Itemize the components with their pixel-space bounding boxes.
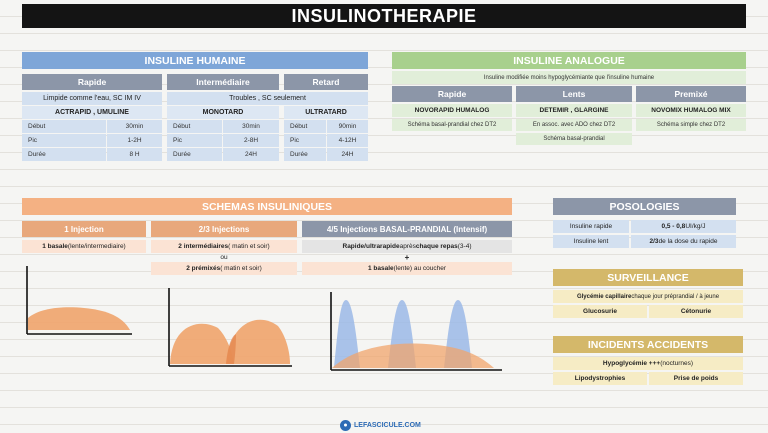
posologie-lent-key: Insuline lent [553, 235, 629, 248]
humaine-retard-pic-key: Pic [284, 134, 326, 147]
schema-2-3-injections-header: 2/3 Injections [151, 221, 297, 237]
schema-3-l1-rest: (3-4) [457, 243, 472, 250]
humaine-retard-names: ULTRATARD [284, 106, 368, 119]
humaine-retard-duree-key: Durée [284, 148, 326, 161]
humaine-inter-pic-key: Pic [167, 134, 222, 147]
humaine-header: INSULINE HUMAINE [22, 52, 368, 69]
schema-3-line1: Rapide/ultrarapide après chaque repas (3… [302, 240, 512, 253]
analogue-premixe-note: Schéma simple chez DT2 [636, 119, 746, 131]
analogue-header: INSULINE ANALOGUE [392, 52, 746, 69]
footer-logo: ● LEFASCICULE.COM [340, 419, 421, 431]
humaine-retard-header: Retard [284, 74, 368, 90]
humaine-retard-debut-key: Début [284, 120, 326, 133]
incidents-header: INCIDENTS ACCIDENTS [553, 336, 743, 353]
schema-3-l2-bold: 1 basale [367, 265, 394, 272]
humaine-rapide-debut-key: Début [22, 120, 106, 133]
schema-2-3-injections-graph [168, 288, 292, 367]
posologie-rapide-key: Insuline rapide [553, 220, 629, 233]
surveillance-cetonurie: Cétonurie [649, 305, 743, 318]
posologie-rapide-rest: UI/kg/J [685, 223, 706, 230]
humaine-rapide-names: ACTRAPID , UMULINE [22, 106, 162, 119]
schema-3-l1-bold: Rapide/ultrarapide [342, 243, 400, 250]
analogue-note: Insuline modifiée moins hypoglycémiante … [392, 71, 746, 84]
incidents-row-1: Hypoglycémie +++ (nocturnes) [553, 357, 743, 370]
surveillance-glycemie: Glycémie capillaire [576, 293, 632, 300]
humaine-rapide-duree-key: Durée [22, 148, 106, 161]
analogue-premixe-names: NOVOMIX HUMALOG MIX [636, 104, 746, 117]
humaine-inter-debut-val: 30min [223, 120, 279, 133]
analogue-lents-note-1: En assoc. avec ADO chez DT2 [516, 119, 632, 131]
morning-curve [170, 323, 234, 364]
schema-2-l1-bold: 2 intermédiaires [178, 243, 229, 250]
humaine-retard-duree-val: 24H [327, 148, 368, 161]
posologie-lent-bold: 2/3 [649, 238, 659, 245]
schema-3-l1-mid: après [399, 243, 416, 250]
surveillance-header: SURVEILLANCE [553, 269, 743, 286]
schema-3-l2-rest: (lente) au coucher [393, 265, 447, 272]
humaine-retard-pic-val: 4-12H [327, 134, 368, 147]
incidents-hypoglycemie-detail: (nocturnes) [660, 360, 694, 367]
humaine-rapide-note: Limpide comme l'eau, SC IM IV [22, 92, 162, 105]
analogue-rapide-header: Rapide [392, 86, 512, 102]
basal-curve [332, 343, 494, 368]
humaine-intermediaire-names: MONOTARD [167, 106, 279, 119]
posologie-lent-val: 2/3 de la dose du rapide [631, 235, 736, 248]
posologie-rapide-bold: 0,5 - 0,8 [661, 223, 686, 230]
schema-basal-prandial-header: 4/5 Injections BASAL-PRANDIAL (Intensif) [302, 221, 512, 237]
analogue-rapide-names: NOVORAPID HUMALOG [392, 104, 512, 117]
humaine-rapide-header: Rapide [22, 74, 162, 90]
schema-2-line1: 2 intermédiaires ( matin et soir) [151, 240, 297, 253]
evening-curve [226, 319, 290, 364]
prandial-peak-1 [334, 300, 360, 368]
analogue-premixe-header: Premixé [636, 86, 746, 102]
schema-2-ou: ou [220, 254, 228, 261]
humaine-rapide-pic-key: Pic [22, 134, 106, 147]
schema-2-l2-bold: 2 prémixés [186, 265, 221, 272]
schema-1-injection-header: 1 Injection [22, 221, 146, 237]
basal-curve [28, 307, 130, 330]
logo-icon: ● [340, 419, 351, 431]
posologies-header: POSOLOGIES [553, 198, 736, 215]
overlap-shade [226, 334, 236, 364]
schema-1-injection-graph [26, 266, 132, 335]
humaine-shared-note: Troubles , SC seulement [167, 92, 368, 105]
humaine-intermediaire-header: Intermédiaire [167, 74, 279, 90]
schema-1-injection-text: 1 basale (lente/intermediaire) [22, 240, 146, 253]
schema-3-line2: 1 basale (lente) au coucher [302, 262, 512, 275]
humaine-retard-debut-val: 90min [327, 120, 368, 133]
incidents-lipodystrophies: Lipodystrophies [553, 372, 647, 385]
humaine-inter-duree-key: Durée [167, 148, 222, 161]
humaine-inter-pic-val: 2-8H [223, 134, 279, 147]
posologie-rapide-val: 0,5 - 0,8 UI/kg/J [631, 220, 736, 233]
footer-logo-text: LEFASCICULE.COM [354, 421, 421, 429]
schema-1-rest: (lente/intermediaire) [67, 243, 126, 250]
schema-basal-prandial-graph [330, 292, 502, 371]
schema-2-l1-rest: ( matin et soir) [228, 243, 270, 250]
surveillance-glycemie-detail: chaque jour préprandial / à jeune [631, 293, 720, 300]
incidents-hypoglycemie: Hypoglycémie +++ [602, 360, 661, 367]
posologie-lent-rest: de la dose du rapide [658, 238, 718, 245]
schemas-header: SCHEMAS INSULINIQUES [22, 198, 512, 215]
analogue-lents-names: DETEMIR , GLARGINE [516, 104, 632, 117]
schema-2-line2: 2 prémixés ( matin et soir) [151, 262, 297, 275]
analogue-lents-header: Lents [516, 86, 632, 102]
humaine-inter-debut-key: Début [167, 120, 222, 133]
humaine-rapide-debut-val: 30min [107, 120, 162, 133]
surveillance-glucosurie: Glucosurie [553, 305, 647, 318]
schema-3-plus: + [404, 253, 410, 262]
analogue-rapide-note: Schéma basal-prandial chez DT2 [392, 119, 512, 131]
humaine-rapide-pic-val: 1-2H [107, 134, 162, 147]
surveillance-row-1: Glycémie capillaire chaque jour préprand… [553, 290, 743, 303]
schema-3-l1-bold2: chaque repas [415, 243, 458, 250]
page-title: INSULINOTHERAPIE [22, 4, 746, 28]
humaine-inter-duree-val: 24H [223, 148, 279, 161]
incidents-prise-de-poids: Prise de poids [649, 372, 743, 385]
analogue-lents-note-2: Schéma basal-prandial [516, 133, 632, 145]
humaine-rapide-duree-val: 8 H [107, 148, 162, 161]
schema-2-l2-rest: ( matin et soir) [220, 265, 262, 272]
schema-1-bold: 1 basale [42, 243, 68, 250]
